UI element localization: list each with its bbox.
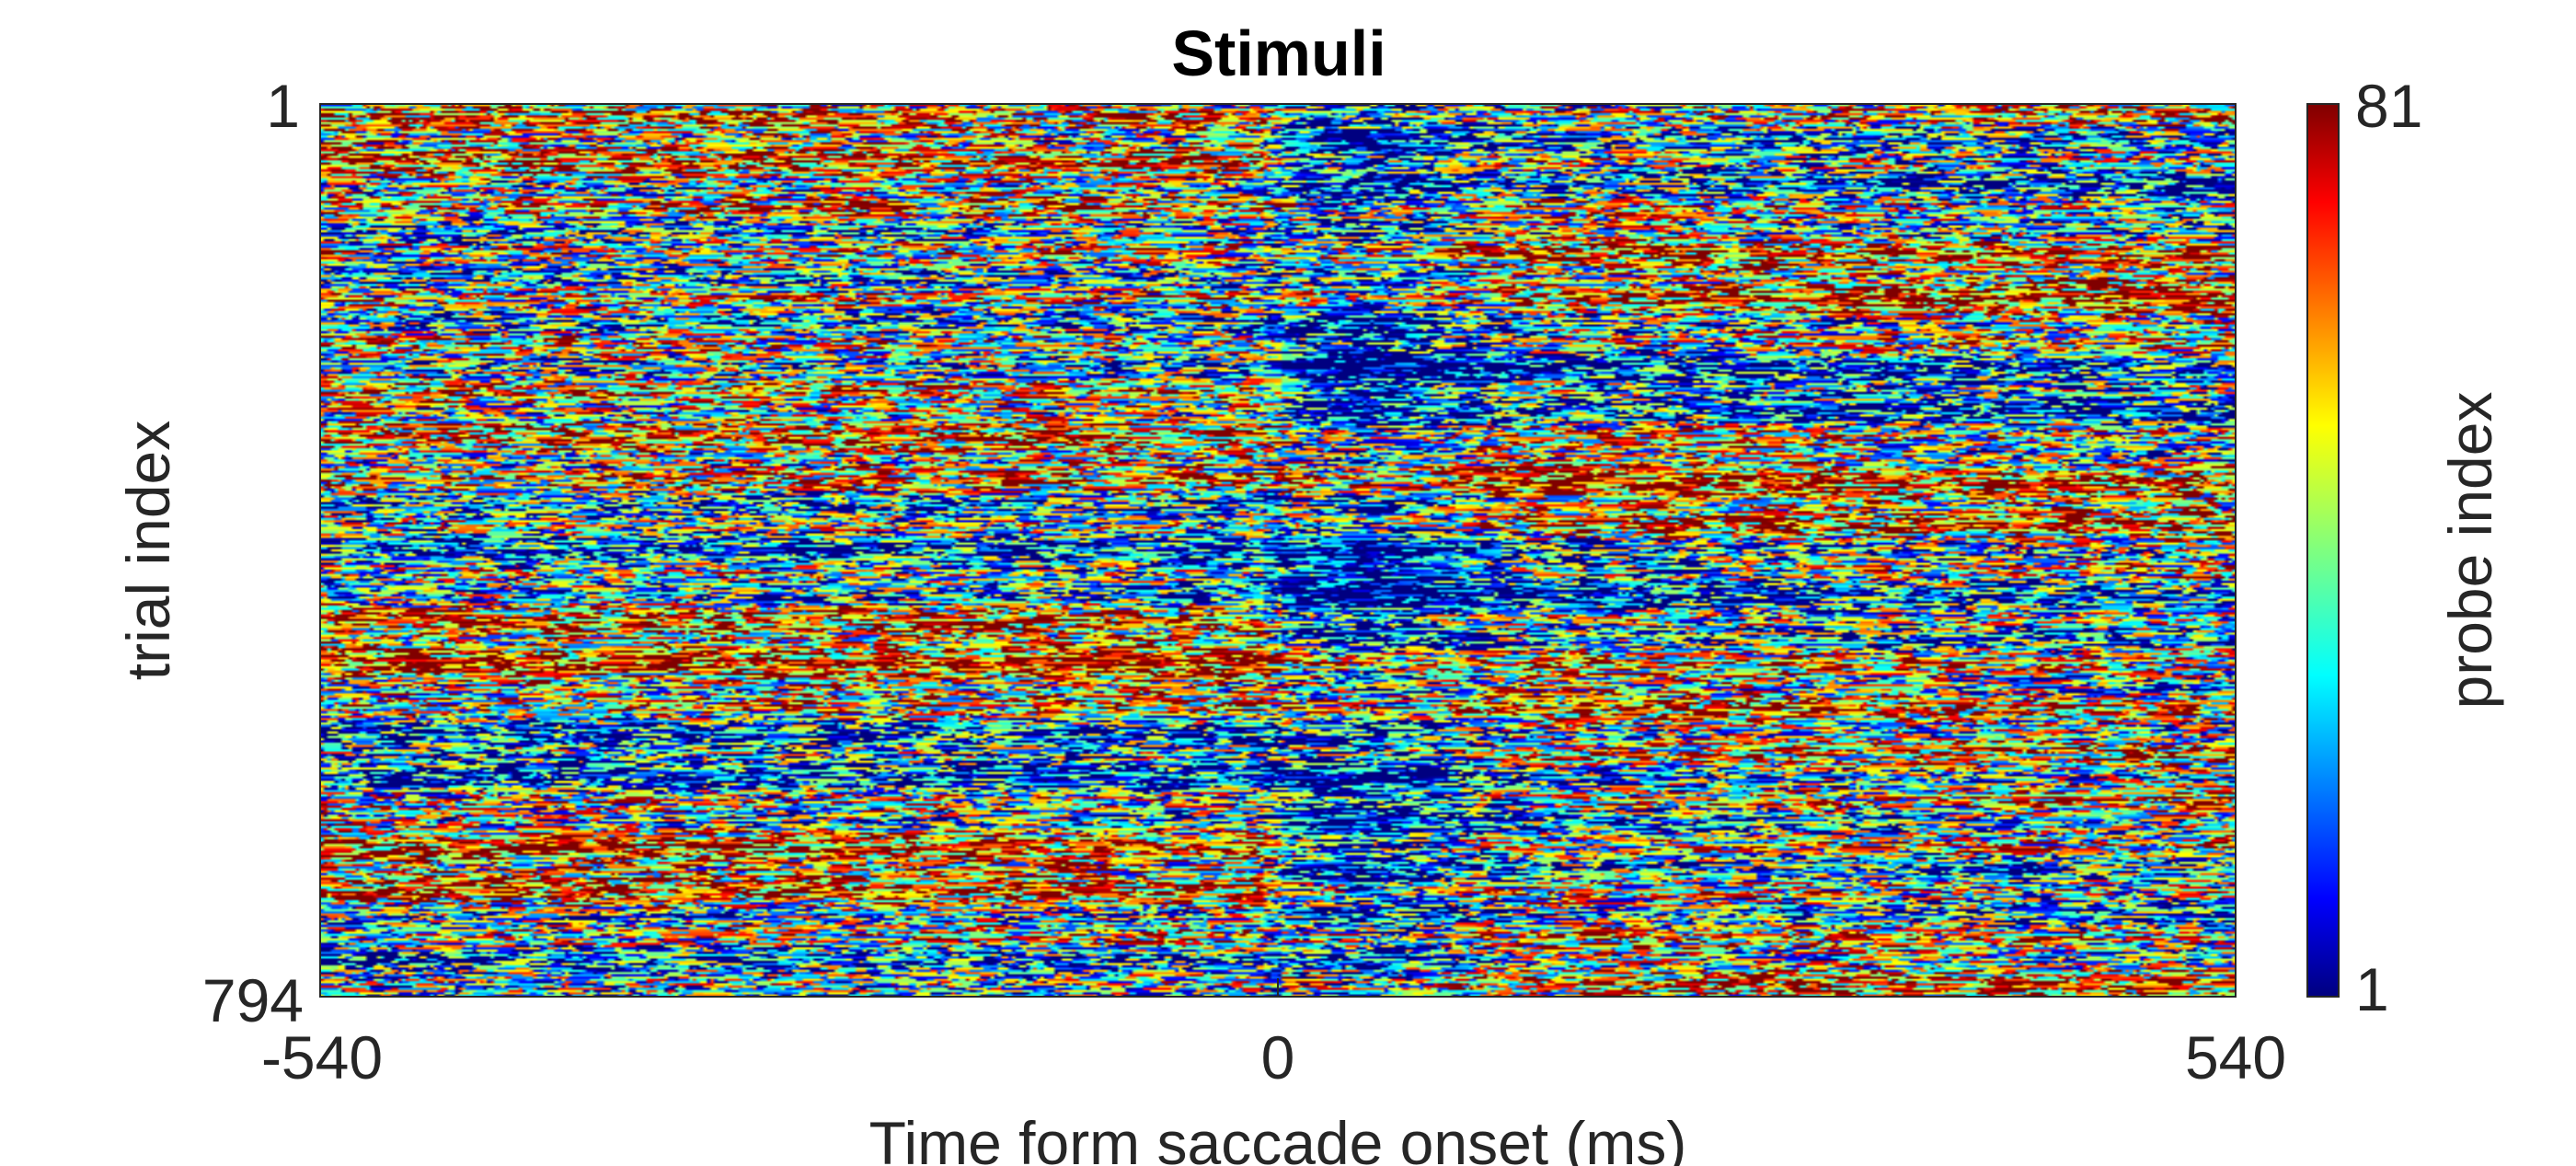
heatmap-raster — [320, 104, 2236, 997]
y-axis-label: trial index — [114, 421, 182, 680]
x-tick-label: 0 — [1261, 1023, 1295, 1091]
colorbar-tick-label: 1 — [2355, 955, 2389, 1023]
y-tick-label: 1 — [266, 72, 300, 140]
colorbar-label: probe index — [2436, 392, 2504, 710]
x-axis-label: Time form saccade onset (ms) — [869, 1109, 1687, 1166]
chart-title: Stimuli — [1171, 17, 1386, 89]
x-tick-label: -540 — [261, 1023, 383, 1091]
colorbar-tick-label: 81 — [2355, 72, 2422, 140]
heatmap-image — [320, 104, 2236, 997]
x-tick-label: 540 — [2185, 1023, 2286, 1091]
y-tick-label: 794 — [202, 966, 304, 1034]
colorbar — [2306, 103, 2340, 998]
